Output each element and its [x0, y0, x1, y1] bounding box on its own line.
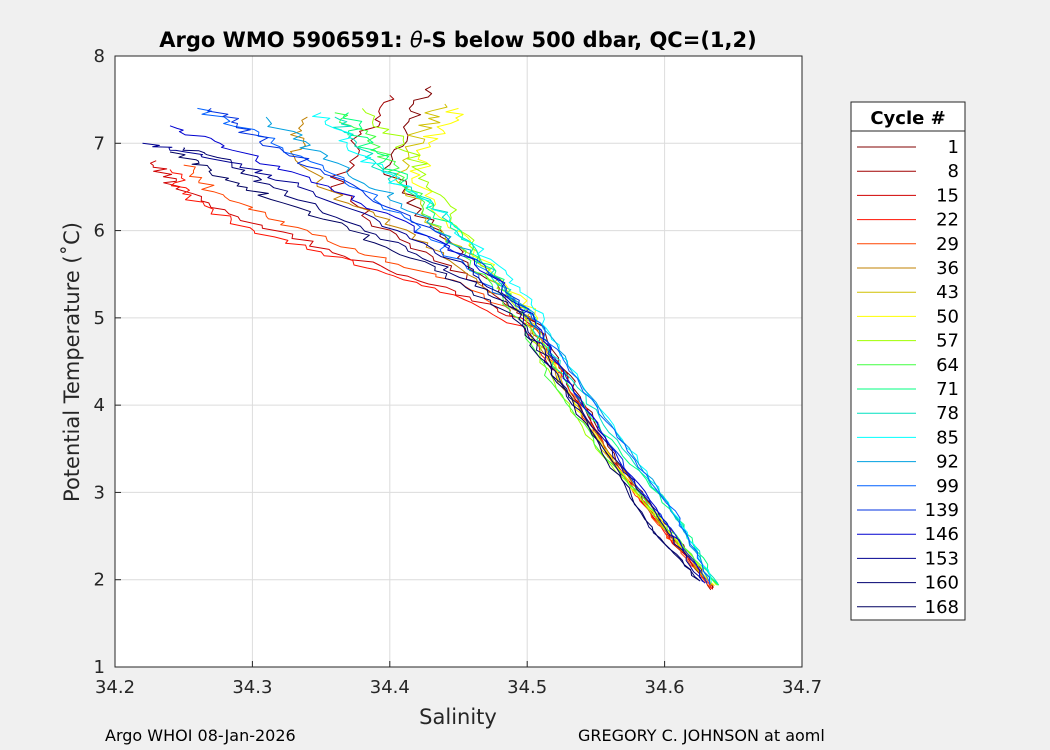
legend-label-cycle-15: 15 — [936, 185, 959, 206]
y-tick-labels: 1 2 3 4 5 6 7 8 — [94, 46, 105, 678]
x-tick-label: 34.2 — [95, 677, 135, 698]
y-tick-label: 1 — [94, 657, 105, 678]
y-tick-label: 6 — [94, 221, 105, 242]
y-tick-label: 3 — [94, 482, 105, 503]
legend-label-cycle-78: 78 — [936, 403, 959, 424]
legend-label-cycle-1: 1 — [948, 137, 959, 158]
series-line-cycle-50 — [409, 107, 716, 586]
legend-label-cycle-168: 168 — [925, 597, 959, 618]
series-line-cycle-168 — [169, 151, 700, 581]
series-line-cycle-160 — [182, 147, 701, 582]
legend-label-cycle-85: 85 — [936, 427, 959, 448]
legend-label-cycle-160: 160 — [925, 573, 959, 594]
legend-label-cycle-57: 57 — [936, 331, 959, 352]
legend-label-cycle-29: 29 — [936, 234, 959, 255]
chart-title: Argo WMO 5906591: θ-S below 500 dbar, QC… — [159, 28, 756, 52]
legend-label-cycle-22: 22 — [936, 210, 959, 231]
legend-label-cycle-139: 139 — [925, 500, 959, 521]
y-axis-label: Potential Temperature (˚C) — [60, 222, 84, 502]
plot-axes: 34.2 34.3 34.4 34.5 34.6 34.7 1 2 3 4 5 6 7 8 — [94, 46, 822, 698]
series-line-cycle-78 — [332, 116, 719, 584]
series-line-cycle-29 — [183, 164, 712, 589]
legend-box — [850, 101, 966, 621]
y-tick-label: 8 — [94, 46, 105, 67]
legend-items: 1 8 15 22 29 36 43 50 57 64 71 78 85 92 99 139 146 153 160… — [857, 137, 959, 618]
footer-left-credit: Argo WHOI 08-Jan-2026 — [105, 726, 296, 745]
y-tick-label: 7 — [94, 133, 105, 154]
axes-box — [114, 55, 803, 668]
y-tick-label: 4 — [94, 395, 105, 416]
x-tick-label: 34.3 — [232, 677, 272, 698]
legend: Cycle # 18152229364350576471788592991391… — [850, 101, 966, 621]
legend-label-cycle-36: 36 — [936, 258, 959, 279]
legend-label-cycle-8: 8 — [948, 161, 959, 182]
series-line-cycle-146 — [169, 125, 706, 584]
x-tick-label: 34.7 — [782, 677, 822, 698]
series-layer — [142, 86, 720, 591]
series-line-cycle-153 — [142, 142, 703, 582]
legend-label-cycle-146: 146 — [925, 524, 959, 545]
legend-label-cycle-43: 43 — [936, 282, 959, 303]
x-tick-label: 34.5 — [507, 677, 547, 698]
legend-label-cycle-71: 71 — [936, 379, 959, 400]
legend-label-cycle-50: 50 — [936, 306, 959, 327]
y-tick-label: 2 — [94, 570, 105, 591]
legend-label-cycle-99: 99 — [936, 476, 959, 497]
series-line-cycle-57 — [361, 108, 717, 586]
series-line-cycle-71 — [342, 112, 720, 586]
x-axis-label: Salinity — [419, 705, 497, 729]
footer-right-credit: GREGORY C. JOHNSON at aoml — [578, 726, 825, 745]
x-tick-label: 34.6 — [645, 677, 685, 698]
x-tick-labels: 34.2 34.3 34.4 34.5 34.6 34.7 — [95, 677, 822, 698]
x-tick-label: 34.4 — [370, 677, 410, 698]
legend-title: Cycle # — [870, 108, 945, 129]
plot-area — [115, 56, 802, 667]
y-tick-label: 5 — [94, 308, 105, 329]
legend-label-cycle-92: 92 — [936, 452, 959, 473]
legend-label-cycle-153: 153 — [925, 548, 959, 569]
legend-label-cycle-64: 64 — [936, 355, 959, 376]
